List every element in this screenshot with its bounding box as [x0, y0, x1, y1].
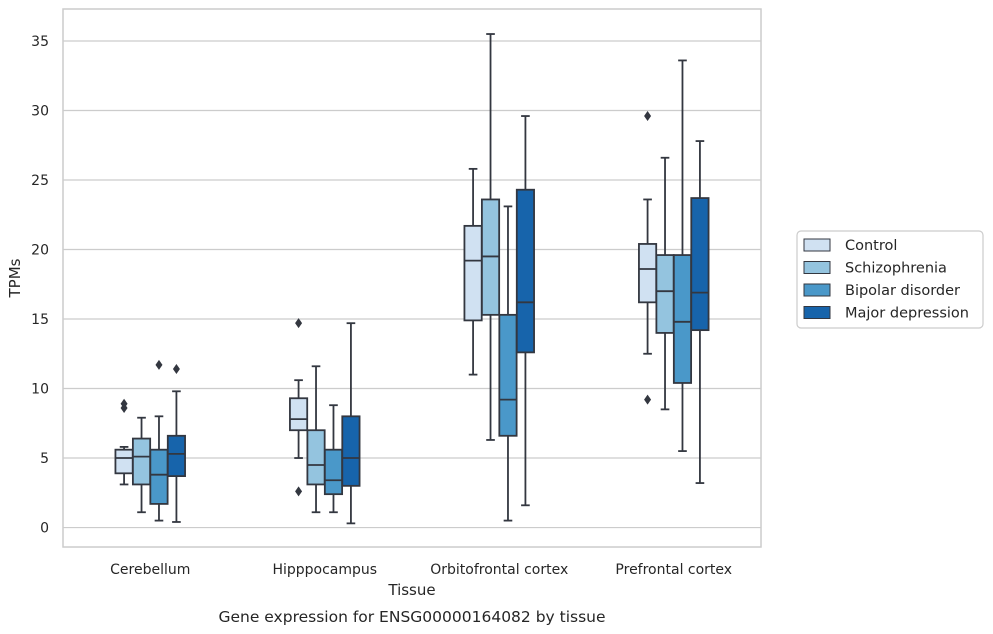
box-layer — [114, 33, 710, 525]
legend-label: Schizophrenia — [845, 261, 947, 277]
box-body — [289, 397, 309, 432]
box-body — [341, 415, 361, 487]
box-body — [515, 188, 535, 354]
box-bipolar-disorder — [149, 359, 169, 522]
box-major-depression — [341, 322, 361, 525]
y-tick-label: 15 — [31, 312, 49, 328]
y-tick-labels: 0 5 10 15 20 25 30 35 — [31, 34, 49, 537]
legend-swatch — [803, 306, 831, 319]
box-schizophrenia — [131, 416, 152, 514]
box-body — [498, 313, 518, 437]
y-tick-label: 10 — [31, 382, 49, 398]
box-body — [131, 437, 152, 486]
box-body — [323, 448, 344, 496]
box-schizophrenia — [306, 365, 326, 514]
y-tick-label: 30 — [31, 103, 49, 119]
box-major-depression — [690, 140, 710, 484]
y-tick-label: 25 — [31, 173, 49, 189]
box-control — [638, 111, 658, 405]
box-body — [672, 254, 693, 384]
x-axis-label: Tissue — [387, 581, 435, 599]
x-tick-label: Hipppocampus — [272, 562, 377, 578]
x-tick-labels: Cerebellum Hipppocampus Orbitofrontal cort… — [110, 562, 732, 578]
outlier-point — [295, 318, 303, 329]
y-axis-label: TPMs — [6, 258, 24, 298]
x-tick-label: Prefrontal cortex — [615, 562, 732, 578]
legend-label: Major depression — [845, 306, 969, 322]
box-body — [655, 254, 675, 334]
box-body — [149, 448, 169, 505]
y-tick-label: 35 — [31, 34, 49, 50]
plot-frame — [62, 8, 762, 548]
outlier-point — [295, 486, 303, 497]
outlier-point — [172, 364, 180, 375]
chart-caption: Gene expression for ENSG00000164082 by t… — [218, 608, 605, 626]
box-body — [114, 448, 134, 475]
box-control — [463, 167, 483, 376]
outlier-point — [155, 359, 163, 370]
box-control — [289, 318, 309, 497]
box-major-depression — [166, 364, 186, 523]
box-bipolar-disorder — [498, 205, 518, 522]
box-bipolar-disorder — [323, 404, 344, 514]
box-body — [306, 429, 326, 486]
box-control — [114, 398, 134, 486]
outlier-point — [644, 111, 652, 122]
legend-swatch — [803, 238, 831, 252]
box-body — [166, 434, 186, 478]
box-bipolar-disorder — [672, 59, 693, 452]
box-schizophrenia — [480, 33, 501, 441]
y-tick-label: 0 — [40, 521, 49, 537]
box-body — [690, 197, 710, 332]
outlier-point — [644, 394, 652, 405]
box-body — [463, 224, 483, 322]
box-body — [638, 243, 658, 304]
legend-label: Bipolar disorder — [845, 283, 960, 299]
legend-label: Control — [845, 238, 897, 254]
outlier-point — [120, 398, 128, 409]
y-tick-label: 20 — [31, 243, 49, 259]
legend: Control Schizophrenia Bipolar disorder Majo… — [796, 230, 984, 329]
x-tick-label: Orbitofrontal cortex — [430, 562, 568, 578]
y-tick-label: 5 — [40, 451, 49, 467]
legend-swatch — [803, 261, 831, 274]
box-major-depression — [515, 115, 535, 507]
box-schizophrenia — [655, 156, 675, 411]
x-tick-label: Cerebellum — [110, 562, 190, 578]
legend-frame — [796, 230, 984, 329]
legend-swatch — [803, 283, 831, 297]
